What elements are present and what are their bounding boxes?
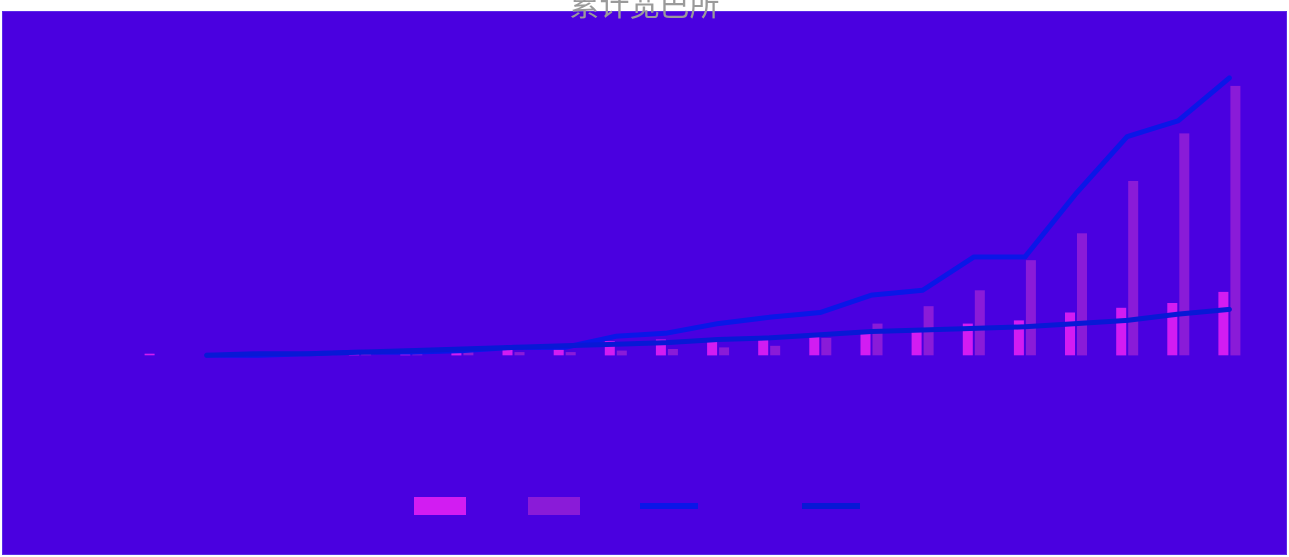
legend-swatch-bar-2 bbox=[528, 497, 580, 515]
bar-s1-16 bbox=[911, 328, 922, 356]
legend-swatch-bar-1 bbox=[414, 497, 466, 515]
bar-s2-11 bbox=[667, 349, 678, 356]
line-series-1 bbox=[204, 75, 1232, 358]
bar-s1-18 bbox=[1013, 320, 1024, 356]
bar-s1-15 bbox=[860, 331, 871, 356]
bar-s1-20 bbox=[1116, 307, 1127, 356]
line-series-2 bbox=[204, 306, 1232, 358]
bar-s2-20 bbox=[1128, 181, 1139, 356]
bar-s2-19 bbox=[1077, 233, 1087, 356]
bar-s1-21 bbox=[1167, 303, 1178, 356]
bar-s2-18 bbox=[1025, 260, 1036, 356]
bar-s2-7 bbox=[463, 352, 474, 356]
bar-s2-17 bbox=[974, 290, 985, 356]
bar-s2-6 bbox=[412, 353, 423, 356]
bar-s2-8 bbox=[514, 352, 525, 356]
bar-s1-17 bbox=[962, 323, 973, 356]
bar-s1-11 bbox=[655, 339, 666, 356]
chart-title: 累计宽巴所 bbox=[569, 0, 720, 24]
bar-s2-13 bbox=[770, 345, 781, 356]
bar-s2-21 bbox=[1179, 133, 1190, 356]
bar-s2-15 bbox=[872, 323, 883, 356]
bar-s1-8 bbox=[502, 347, 513, 356]
bar-s2-10 bbox=[616, 350, 627, 356]
chart-panel bbox=[2, 11, 1287, 555]
bar-s2-22 bbox=[1230, 85, 1241, 356]
bar-s1-13 bbox=[758, 336, 769, 356]
bar-s2-9 bbox=[565, 352, 576, 356]
bar-s2-12 bbox=[719, 347, 730, 356]
bar-s1-14 bbox=[809, 334, 820, 356]
bar-s1-19 bbox=[1065, 312, 1075, 356]
bar-s2-14 bbox=[821, 337, 832, 356]
bar-s1-9 bbox=[553, 347, 564, 356]
bar-s1-22 bbox=[1218, 291, 1229, 356]
bar-s1-10 bbox=[604, 341, 615, 356]
bar-s1-12 bbox=[707, 339, 718, 356]
bar-s1-1 bbox=[144, 353, 155, 356]
